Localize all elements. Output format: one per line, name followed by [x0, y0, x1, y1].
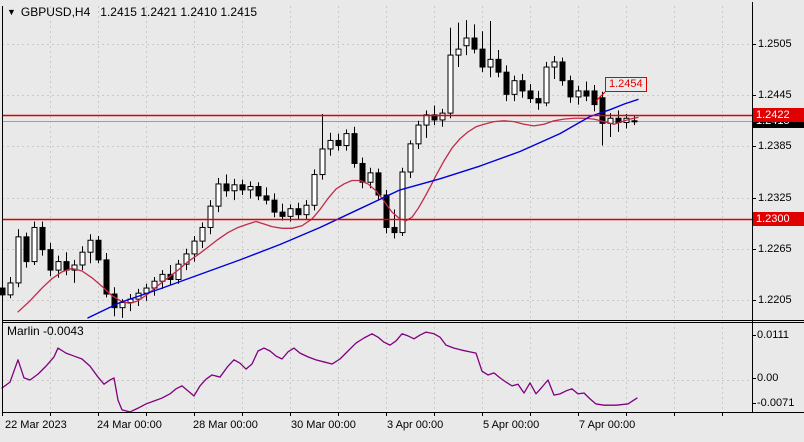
- candle: [367, 167, 374, 189]
- level-price-box: 1.2300: [753, 212, 804, 226]
- candle: [15, 229, 22, 288]
- candle: [511, 75, 518, 102]
- candle: [447, 27, 454, 119]
- time-tick-label: 24 Mar 00:00: [97, 419, 162, 431]
- time-tick-label: 3 Apr 00:00: [387, 419, 444, 431]
- indicator-value: -0.0043: [43, 324, 84, 338]
- price-axis[interactable]: [752, 2, 804, 412]
- indicator-name: Marlin: [7, 324, 40, 338]
- candle: [263, 187, 270, 205]
- price-tick-label: 1.2205: [758, 294, 792, 306]
- candle: [39, 221, 46, 256]
- candle: [559, 57, 566, 86]
- candle: [599, 91, 606, 146]
- indicator-tick-label: -0.0071: [757, 397, 795, 409]
- candle: [495, 49, 502, 78]
- candle: [463, 20, 470, 56]
- level-price-box: 1.2422: [753, 108, 804, 122]
- candle: [303, 200, 310, 219]
- candle: [183, 248, 190, 271]
- candle: [207, 200, 214, 235]
- candle: [583, 81, 590, 102]
- price-tick-label: 1.2385: [758, 140, 792, 152]
- candle: [255, 182, 262, 201]
- candle: [63, 252, 70, 276]
- candle: [383, 189, 390, 234]
- candle: [527, 84, 534, 103]
- candle: [319, 113, 326, 180]
- time-tick-label: 28 Mar 00:00: [193, 419, 258, 431]
- candle: [311, 169, 318, 211]
- candle: [111, 287, 118, 317]
- candle: [591, 84, 598, 112]
- time-axis[interactable]: [0, 413, 752, 442]
- candle: [159, 270, 166, 289]
- candle: [575, 85, 582, 105]
- candle: [351, 126, 358, 168]
- candle: [535, 90, 542, 110]
- title-quote-values: 1.2415 1.2421 1.2410 1.2415: [100, 5, 258, 19]
- candle: [423, 110, 430, 138]
- candle: [551, 55, 558, 79]
- time-tick-label: 30 Mar 00:00: [291, 419, 356, 431]
- indicator-tick-label: 0.00: [757, 372, 779, 384]
- candle: [223, 174, 230, 197]
- candle: [295, 202, 302, 220]
- indicator-tick-label: 0.0111: [757, 329, 790, 341]
- candle: [615, 110, 622, 132]
- candle: [271, 193, 278, 218]
- title-symbol: GBPUSD,H4: [20, 5, 91, 19]
- price-tick-label: 1.2265: [758, 243, 792, 255]
- candle: [47, 242, 54, 277]
- candle: [7, 276, 14, 299]
- candle: [327, 132, 334, 156]
- candle: [215, 177, 222, 213]
- candle: [487, 20, 494, 78]
- candle: [199, 222, 206, 248]
- candle: [239, 179, 246, 196]
- price-tick-label: 1.2325: [758, 192, 792, 204]
- candle: [471, 24, 478, 54]
- candle: [415, 120, 422, 149]
- candle: [439, 108, 446, 127]
- candle: [543, 61, 550, 107]
- candle: [23, 232, 30, 268]
- symbol-dropdown-icon[interactable]: ▼: [7, 7, 16, 17]
- time-tick-label: 7 Apr 00:00: [579, 419, 636, 431]
- candle: [519, 73, 526, 98]
- chart-title: ▼ GBPUSD,H4 1.2415 1.2421 1.2410 1.2415: [7, 5, 257, 19]
- candle: [79, 246, 86, 271]
- candle: [455, 22, 462, 68]
- candle: [247, 181, 254, 199]
- candle: [71, 259, 78, 283]
- candle: [87, 234, 94, 264]
- candle: [359, 157, 366, 189]
- candle: [95, 235, 102, 264]
- candle: [287, 204, 294, 222]
- candle: [631, 115, 638, 126]
- candle: [503, 65, 510, 102]
- annotation-price-label[interactable]: 1.2454: [605, 77, 647, 92]
- candle: [479, 31, 486, 73]
- candle: [399, 167, 406, 236]
- time-tick-label: 5 Apr 00:00: [483, 419, 540, 431]
- candle: [607, 113, 614, 138]
- candle: [567, 75, 574, 103]
- candle: [231, 178, 238, 201]
- candle: [31, 221, 38, 266]
- time-tick-label: 22 Mar 2023: [5, 419, 67, 431]
- price-tick-label: 1.2505: [758, 38, 792, 50]
- indicator-label: Marlin -0.0043: [7, 324, 84, 338]
- candle: [407, 140, 414, 178]
- candle: [279, 203, 286, 221]
- price-tick-label: 1.2445: [758, 89, 792, 101]
- candle: [343, 129, 350, 151]
- candle: [335, 133, 342, 151]
